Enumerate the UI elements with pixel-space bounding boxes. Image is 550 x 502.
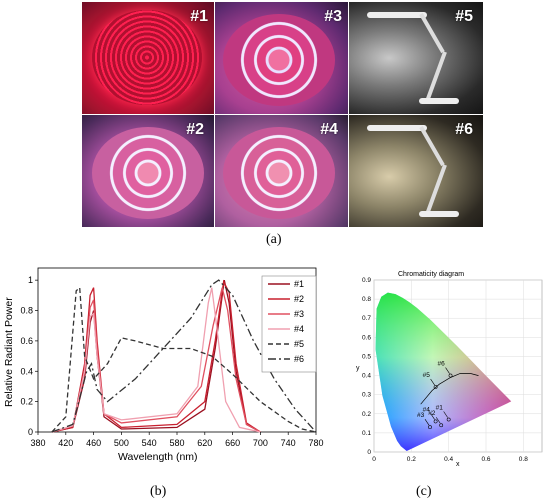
spectrum-y-tick-label: 0 [28, 427, 33, 437]
spectrum-legend-label-6: #6 [294, 354, 304, 364]
spectrum-series-line-5 [51, 286, 317, 433]
spectrum-x-axis-label: Wavelength (nm) [118, 451, 198, 463]
cie-x-tick-label: 0 [372, 456, 376, 463]
cie-point-3 [428, 425, 432, 430]
spectrum-legend-label-3: #3 [294, 309, 304, 319]
spectrum-legend-label-4: #4 [294, 324, 304, 334]
photo-label-4: #4 [320, 121, 338, 138]
cie-point-label-3: #3 [417, 412, 425, 419]
cie-point-arrow-4 [430, 413, 435, 420]
cie-x-axis-label: x [456, 461, 460, 468]
cie-y-tick-label: 0.9 [362, 277, 371, 284]
cie-point-6 [439, 423, 444, 428]
cie-y-tick-label: 0.6 [362, 334, 371, 341]
caption-a: (a) [266, 232, 282, 247]
spectrum-y-tick-label: 0.4 [20, 366, 33, 376]
spectrum-y-tick-label: 0.6 [20, 336, 33, 346]
cie-y-tick-label: 0.2 [362, 411, 371, 418]
cie-point-arrow-5 [443, 411, 448, 418]
cie-x-tick-label: 0.4 [444, 456, 453, 463]
spectrum-y-tick-label: 1 [28, 275, 33, 285]
cie-gamut-area [375, 292, 512, 451]
photo-label-2: #2 [186, 121, 204, 138]
cie-y-axis-label: y [356, 365, 360, 372]
cie-x-tick-label: 0.2 [407, 456, 416, 463]
led-panel-photo-3: #3 [215, 2, 348, 114]
desk-lamp-photo-6: #6 [349, 115, 483, 227]
cie-y-tick-label: 0.8 [362, 296, 371, 303]
photo-label-6: #6 [455, 121, 473, 138]
planckian-locus [420, 373, 479, 405]
cie-title: Chromaticity diagram [398, 271, 464, 278]
led-panel-photo-1: #1 [82, 2, 214, 114]
cie-y-tick-label: 0.5 [362, 353, 371, 360]
spectrum-y-axis-label: Relative Radiant Power [3, 297, 15, 407]
spectrum-x-tick-label: 460 [86, 438, 101, 448]
spectrum-series-line-4 [51, 287, 261, 433]
spectrum-x-tick-label: 700 [253, 438, 268, 448]
spectrum-x-tick-label: 780 [308, 438, 323, 448]
cie-point-arrow-1 [430, 378, 435, 386]
led-panel-photo-4: #4 [215, 115, 348, 227]
spectrum-chart: 380 420 460 500 540 580 620 660 700 740 780 0 0.2 0.… [3, 267, 324, 463]
photo-label-5: #5 [455, 8, 473, 25]
spectrum-series-line-2 [51, 279, 261, 433]
spectrum-x-tick-label: 500 [114, 438, 129, 448]
spectrum-legend-label-1: #1 [294, 279, 304, 289]
spectrum-x-tick-label: 740 [281, 438, 296, 448]
caption-b: (b) [150, 484, 167, 499]
spectrum-series-line-6 [51, 279, 317, 433]
cie-point-label-4: #4 [423, 406, 431, 413]
cie-y-tick-label: 0 [367, 449, 371, 456]
cie-point-label-5: #1 [436, 405, 444, 412]
spectrum-x-tick-label: 540 [142, 438, 157, 448]
spectrum-x-tick-label: 580 [169, 438, 184, 448]
cie-y-tick-label: 0.4 [362, 373, 371, 380]
photo-label-1: #1 [190, 8, 208, 25]
cie-x-tick-label: 0.6 [481, 456, 490, 463]
cie-point-arrow-6 [435, 417, 441, 424]
spectrum-x-tick-label: 420 [58, 438, 73, 448]
cie-chart: Chromaticity diagram #5 #6 #3#4 #1#2 0 0.2 0.… [356, 271, 543, 468]
led-panel-photo-2: #2 [82, 115, 214, 227]
photo-grid: #1 #3 #5 #2 #4 #6 [82, 2, 483, 227]
spectrum-x-tick-label: 380 [30, 438, 45, 448]
cie-x-tick-label: 0.8 [519, 456, 528, 463]
cie-point-1 [433, 385, 438, 389]
spectrum-x-tick-label: 620 [197, 438, 212, 448]
spectrum-y-tick-label: 0.8 [20, 306, 33, 316]
caption-c: (c) [416, 484, 432, 499]
spectrum-series-line-1 [51, 279, 261, 433]
desk-lamp-photo-5: #5 [349, 2, 483, 114]
cie-point-label-6: #2 [428, 410, 436, 417]
cie-point-arrow-3 [424, 418, 430, 426]
spectrum-legend-label-5: #5 [294, 339, 304, 349]
cie-point-2 [448, 373, 453, 378]
cie-point-label-1: #5 [423, 372, 431, 379]
cie-point-5 [446, 417, 451, 422]
spectrum-legend: #1 #2 #3 #4 #5 #6 [261, 275, 317, 373]
spectrum-legend-label-2: #2 [294, 294, 304, 304]
cie-y-tick-label: 0.1 [362, 430, 371, 437]
cie-point-4 [433, 419, 438, 424]
cie-point-arrow-2 [445, 367, 450, 374]
spectrum-x-tick-label: 660 [225, 438, 240, 448]
photo-label-3: #3 [324, 8, 342, 25]
cie-point-label-2: #6 [438, 361, 446, 368]
spectrum-y-tick-label: 0.2 [20, 397, 33, 407]
cie-y-tick-label: 0.3 [362, 392, 371, 399]
cie-y-tick-label: 0.7 [362, 315, 371, 322]
